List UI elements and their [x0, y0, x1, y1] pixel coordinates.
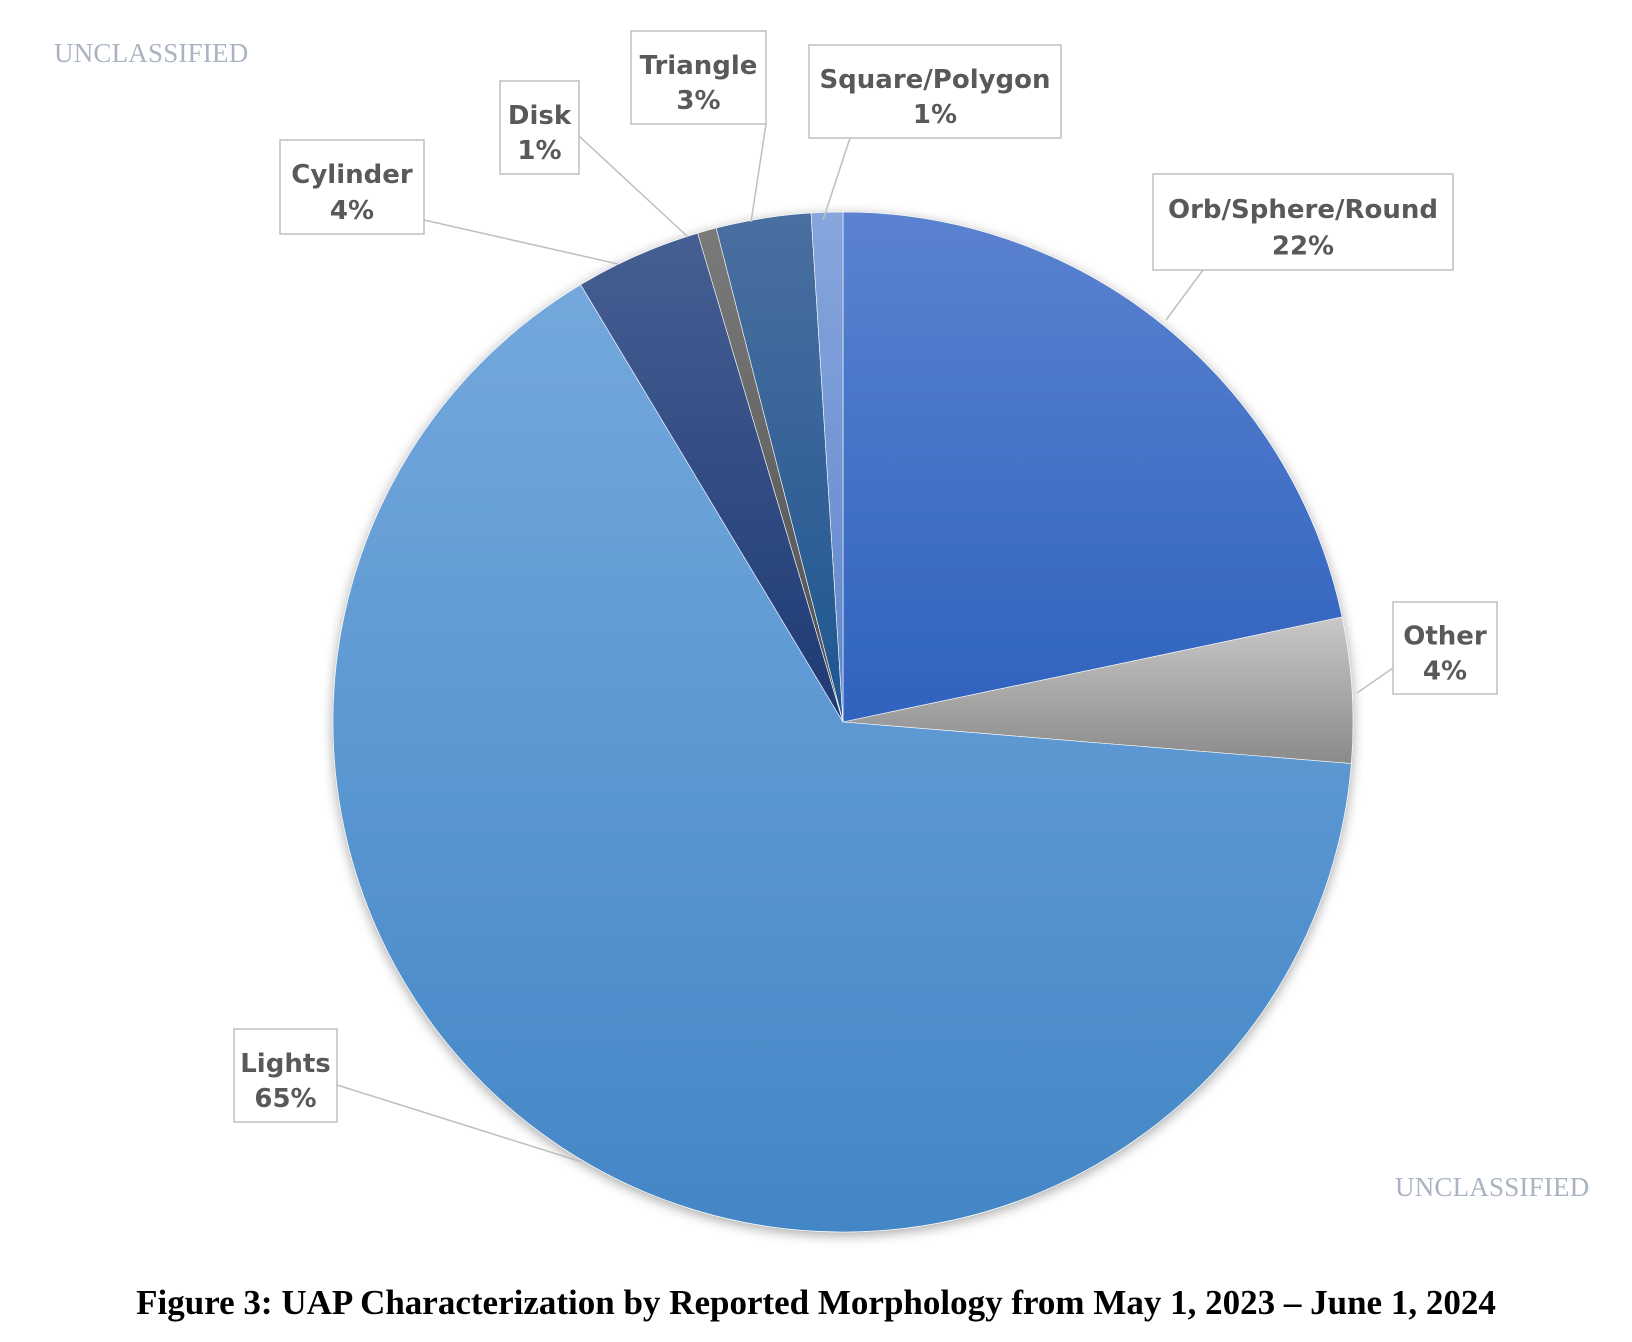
pie-slice-lights [332, 284, 1352, 1233]
data-label-lights: Lights 65% [233, 1028, 338, 1123]
data-labels: Orb/Sphere/Round 22% Other 4% Lights 65% Cylin… [233, 30, 1498, 1123]
data-label-square-polygon: Square/Polygon 1% [808, 44, 1062, 139]
leader-line-other [1356, 667, 1394, 694]
data-label-percent: 1% [517, 136, 561, 166]
data-label-category: Disk [508, 101, 572, 131]
leader-line-triangle [750, 123, 767, 223]
data-label-box [279, 139, 425, 235]
data-label-category: Triangle [640, 51, 758, 81]
data-label-percent: 22% [1272, 231, 1334, 261]
data-label-disk: Disk 1% [499, 80, 580, 175]
data-label-other: Other 4% [1392, 601, 1498, 695]
data-label-box [1392, 601, 1498, 695]
data-label-category: Other [1403, 621, 1487, 651]
data-label-percent: 4% [1423, 656, 1467, 686]
data-label-box [808, 44, 1062, 139]
leader-line-square-polygon [822, 137, 851, 221]
data-label-percent: 3% [676, 86, 720, 116]
figure-caption: Figure 3: UAP Characterization by Report… [136, 1283, 1496, 1322]
data-label-box [233, 1028, 338, 1123]
leader-line-cylinder [423, 219, 619, 265]
data-label-category: Orb/Sphere/Round [1168, 195, 1438, 225]
pie-slice-square-polygon [810, 211, 844, 723]
data-label-orb-sphere-round: Orb/Sphere/Round 22% [1152, 173, 1454, 271]
pie-slices [332, 211, 1354, 1233]
data-label-percent: 1% [913, 100, 957, 130]
data-label-category: Lights [240, 1049, 331, 1079]
data-label-cylinder: Cylinder 4% [279, 139, 425, 235]
data-label-percent: 4% [330, 196, 374, 226]
leader-line-disk [578, 135, 689, 238]
data-label-box [499, 80, 580, 175]
data-label-percent: 65% [254, 1084, 316, 1114]
data-label-category: Square/Polygon [819, 65, 1050, 95]
leader-line-lights [336, 1084, 583, 1163]
data-label-category: Cylinder [291, 160, 413, 190]
leader-line-orb-sphere-round [1165, 269, 1204, 321]
classification-marking-top: UNCLASSIFIED [54, 38, 249, 68]
data-label-box [1152, 173, 1454, 271]
classification-marking-bottom: UNCLASSIFIED [1395, 1172, 1590, 1202]
leader-lines [336, 123, 1394, 1163]
data-label-triangle: Triangle 3% [630, 30, 767, 125]
data-label-box [630, 30, 767, 125]
pie-slice-orb-sphere-round [842, 211, 1343, 723]
